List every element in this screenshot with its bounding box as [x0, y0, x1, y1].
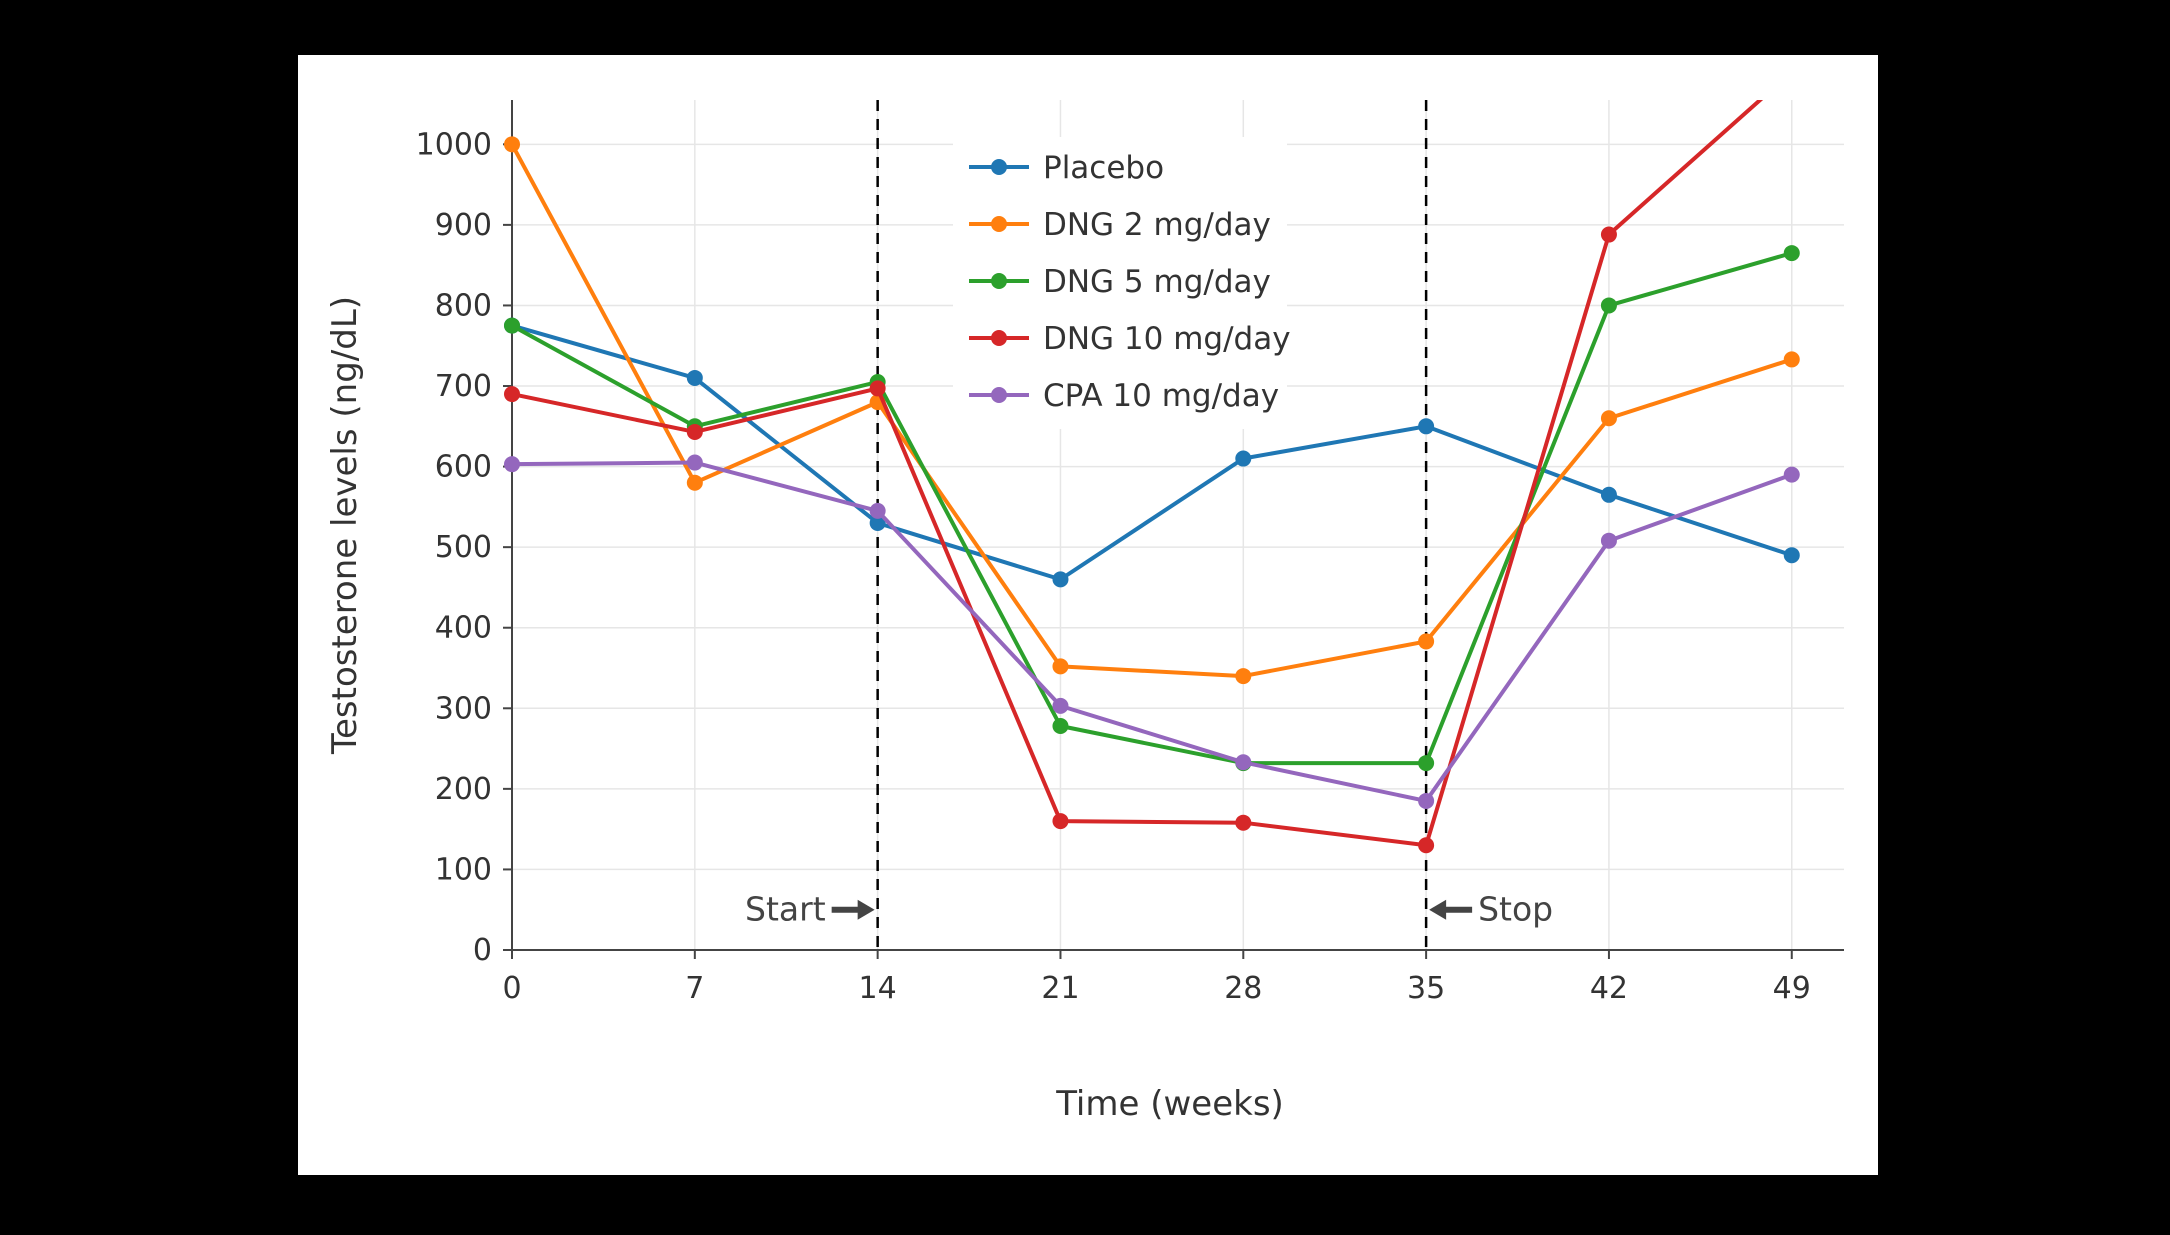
series-marker [1783, 547, 1800, 564]
legend-item-dng-2-mg-day[interactable]: DNG 2 mg/day [969, 207, 1271, 243]
series-marker [1418, 633, 1435, 650]
legend-label: DNG 2 mg/day [1043, 207, 1271, 243]
series-marker [1600, 410, 1617, 427]
x-tick-label: 28 [1224, 971, 1262, 1006]
x-tick-label: 7 [685, 971, 704, 1006]
series-line [510, 100, 1764, 848]
chart-card: Time (weeks) Testosterone levels (ng/dL)… [298, 55, 1878, 1175]
annotation-text: Start [745, 890, 826, 929]
annotation-arrow-head [1429, 899, 1447, 920]
series-marker [1235, 754, 1252, 771]
legend-marker-dot [991, 387, 1007, 403]
x-tick-label: 0 [502, 971, 521, 1006]
annotation-start: Start [745, 890, 875, 929]
y-tick-label: 0 [473, 933, 492, 968]
x-axis-title: Time (weeks) [1055, 1084, 1284, 1124]
y-tick-label: 200 [435, 772, 492, 807]
series-marker [1052, 571, 1069, 588]
x-tick-label: 42 [1590, 971, 1628, 1006]
x-tick-label: 35 [1407, 971, 1445, 1006]
annotation-stop: Stop [1429, 890, 1553, 929]
legend-item-dng-10-mg-day[interactable]: DNG 10 mg/day [969, 321, 1291, 357]
series-marker [1783, 245, 1800, 262]
y-tick-label: 100 [435, 852, 492, 887]
series-marker [1600, 297, 1617, 314]
y-tick-label: 800 [435, 288, 492, 323]
series-marker [1600, 226, 1617, 243]
annotation-text: Stop [1478, 890, 1553, 929]
y-tick-label: 400 [435, 611, 492, 646]
series-placebo [504, 317, 1800, 588]
series-marker [1783, 466, 1800, 483]
y-tick-label: 300 [435, 691, 492, 726]
legend-label: CPA 10 mg/day [1043, 378, 1279, 414]
legend-marker-dot [991, 216, 1007, 232]
legend-item-placebo[interactable]: Placebo [969, 150, 1164, 186]
series-marker [504, 317, 520, 334]
series-marker [869, 502, 886, 519]
series-marker [504, 136, 520, 153]
x-tick-label: 49 [1773, 971, 1811, 1006]
series-line [510, 251, 1794, 766]
legend-marker-dot [991, 159, 1007, 175]
x-tick-label: 21 [1041, 971, 1079, 1006]
series-group [504, 64, 1800, 854]
testosterone-line-chart: Time (weeks) Testosterone levels (ng/dL)… [325, 64, 1844, 1124]
series-marker [1783, 351, 1800, 368]
series-marker [869, 514, 886, 531]
legend-label: Placebo [1043, 150, 1164, 186]
series-marker [504, 456, 520, 473]
series-marker [1600, 486, 1617, 503]
legend-item-dng-5-mg-day[interactable]: DNG 5 mg/day [969, 264, 1271, 300]
series-marker [1418, 755, 1435, 772]
y-tick-label: 900 [435, 208, 492, 243]
series-marker [686, 454, 703, 471]
x-tick-label: 14 [859, 971, 897, 1006]
y-tick-label: 600 [435, 450, 492, 485]
series-marker [1052, 718, 1069, 735]
series-marker [1418, 837, 1435, 854]
series-line [510, 460, 1794, 803]
series-marker [1235, 814, 1252, 831]
series-marker [1418, 418, 1435, 435]
series-marker [1052, 813, 1069, 830]
y-tick-label: 1000 [416, 127, 492, 162]
series-marker [869, 380, 886, 397]
annotation-arrow-head [857, 899, 875, 920]
series-marker [1600, 532, 1617, 549]
series-marker [1235, 668, 1252, 685]
legend-marker-dot [991, 273, 1007, 289]
series-marker [1784, 64, 1800, 80]
legend-label: DNG 10 mg/day [1043, 321, 1291, 357]
legend-item-cpa-10-mg-day[interactable]: CPA 10 mg/day [969, 378, 1279, 414]
legend-label: DNG 5 mg/day [1043, 264, 1271, 300]
y-axis-title: Testosterone levels (ng/dL) [325, 296, 365, 755]
series-marker [504, 386, 520, 403]
y-tick-label: 700 [435, 369, 492, 404]
series-cpa-10-mg-day [504, 454, 1800, 809]
series-marker [1418, 792, 1435, 809]
series-marker [1052, 697, 1069, 714]
series-marker [686, 474, 703, 491]
y-tick-label: 500 [435, 530, 492, 565]
legend: Placebo DNG 2 mg/day DNG 5 mg/day DNG 10 mg… [953, 137, 1291, 429]
series-marker [686, 369, 703, 386]
legend-marker-dot [991, 330, 1007, 346]
series-marker [1235, 450, 1252, 467]
series-marker [686, 423, 703, 440]
axes: 0 7 14 21 28 35 42 49 0 100 200 300 400 500 600 700 800 9… [416, 100, 1844, 1006]
series-dng-10-mg-day [504, 64, 1800, 854]
series-marker [1052, 658, 1069, 675]
series-line [510, 323, 1794, 582]
